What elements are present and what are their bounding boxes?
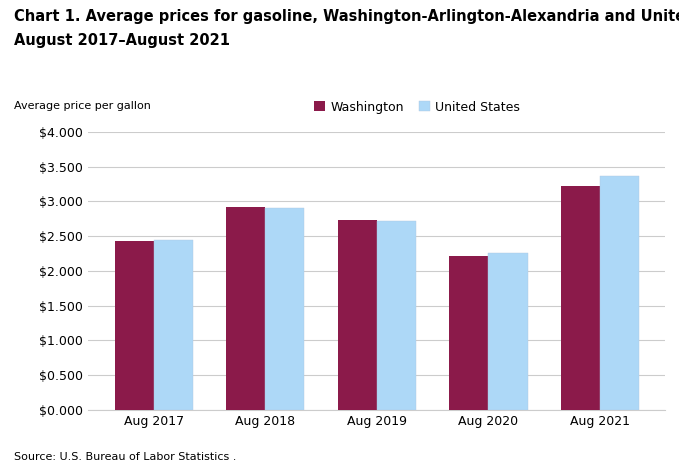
Text: Average price per gallon: Average price per gallon bbox=[14, 101, 151, 111]
Bar bbox=[561, 186, 600, 410]
Bar bbox=[337, 220, 377, 410]
Bar bbox=[153, 240, 193, 410]
Text: August 2017–August 2021: August 2017–August 2021 bbox=[14, 33, 230, 48]
Text: Source: U.S. Bureau of Labor Statistics .: Source: U.S. Bureau of Labor Statistics … bbox=[14, 452, 236, 462]
Bar bbox=[115, 241, 153, 410]
Bar bbox=[377, 221, 416, 410]
Bar bbox=[600, 176, 639, 410]
Bar bbox=[265, 208, 304, 410]
Bar bbox=[226, 207, 265, 410]
Bar bbox=[488, 253, 528, 410]
Bar bbox=[449, 256, 488, 410]
Text: Chart 1. Average prices for gasoline, Washington-Arlington-Alexandria and United: Chart 1. Average prices for gasoline, Wa… bbox=[14, 9, 679, 24]
Legend: Washington, United States: Washington, United States bbox=[314, 101, 519, 114]
